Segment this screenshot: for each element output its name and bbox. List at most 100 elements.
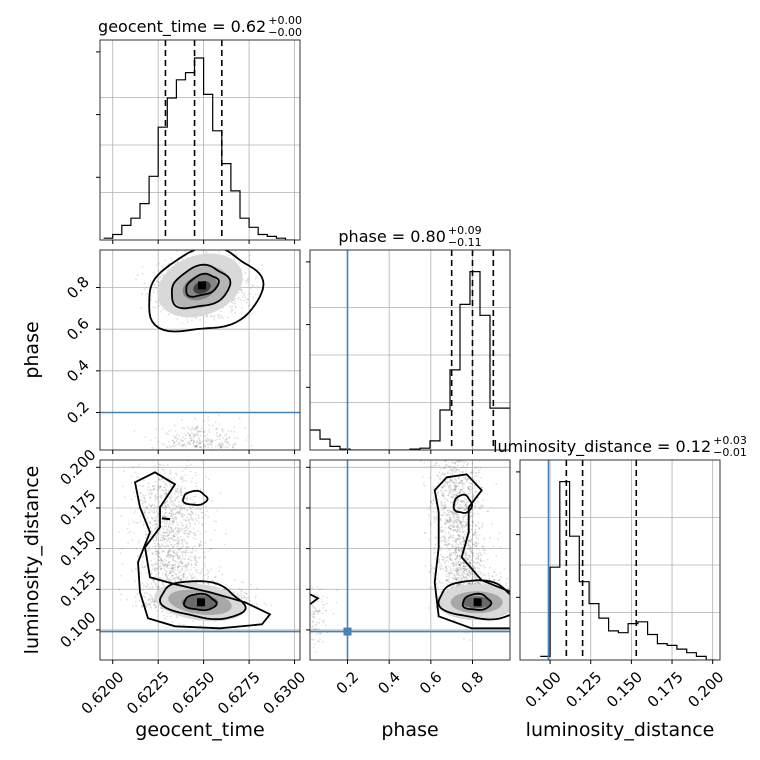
sample-point xyxy=(209,548,212,550)
sample-point xyxy=(160,567,163,570)
sample-point xyxy=(169,567,172,570)
sample-point xyxy=(150,594,153,597)
sample-point xyxy=(196,426,199,429)
sample-point xyxy=(154,527,157,530)
sample-point xyxy=(195,482,198,484)
sample-point xyxy=(187,536,190,538)
sample-point xyxy=(171,521,174,524)
sample-point xyxy=(194,427,197,429)
sample-point xyxy=(171,579,174,581)
sample-point xyxy=(184,468,187,470)
sample-point xyxy=(174,512,177,515)
sample-point xyxy=(193,440,196,443)
sample-point xyxy=(224,446,227,448)
sample-point xyxy=(161,506,164,509)
sample-point xyxy=(199,533,202,535)
sample-point xyxy=(249,599,251,602)
sample-point xyxy=(234,443,237,446)
sample-point xyxy=(236,437,239,440)
sample-point xyxy=(148,603,151,605)
sample-point xyxy=(232,444,235,446)
sample-point xyxy=(148,511,151,514)
sample-point xyxy=(189,470,192,473)
sample-point xyxy=(217,314,220,317)
sample-point xyxy=(161,265,164,268)
sample-point xyxy=(161,562,164,565)
sample-point xyxy=(156,496,158,498)
sample-point xyxy=(137,556,139,558)
sample-point xyxy=(195,508,197,510)
sample-point xyxy=(186,464,189,467)
sample-point xyxy=(218,438,221,441)
sample-point xyxy=(165,615,168,618)
sample-point xyxy=(159,545,162,547)
sample-point xyxy=(164,564,167,567)
sample-point xyxy=(218,435,221,438)
sample-point xyxy=(190,429,193,432)
sample-point xyxy=(174,455,176,457)
sample-point xyxy=(172,453,174,455)
sample-point xyxy=(195,446,198,448)
sample-point xyxy=(138,600,141,602)
sample-point xyxy=(237,298,240,301)
sample-point xyxy=(186,509,189,511)
sample-point xyxy=(166,446,169,449)
sample-point xyxy=(148,598,151,601)
sample-point xyxy=(121,563,124,565)
sample-point xyxy=(182,579,185,582)
sample-point xyxy=(155,553,157,556)
sample-point xyxy=(159,494,162,496)
sample-point xyxy=(147,603,150,606)
sample-point xyxy=(196,426,199,429)
sample-point xyxy=(181,257,184,260)
sample-point xyxy=(180,574,183,577)
sample-point xyxy=(217,436,219,438)
sample-point xyxy=(189,525,192,528)
sample-point xyxy=(216,431,218,434)
sample-point xyxy=(154,526,157,528)
sample-point xyxy=(225,438,228,441)
sample-point xyxy=(171,523,174,526)
sample-point xyxy=(172,546,175,549)
sample-point xyxy=(178,511,181,514)
sample-point xyxy=(191,498,194,501)
sample-point xyxy=(176,444,179,446)
histogram-phase xyxy=(310,250,510,450)
sample-point xyxy=(178,554,181,557)
sample-point xyxy=(159,533,161,536)
sample-point xyxy=(152,538,155,540)
sample-point xyxy=(231,305,234,308)
sample-point xyxy=(194,445,197,448)
histogram-bar xyxy=(550,567,560,660)
sample-point xyxy=(157,585,160,588)
sample-point xyxy=(153,599,156,601)
sample-point xyxy=(238,587,241,590)
sample-point xyxy=(154,562,157,565)
sample-point xyxy=(209,443,212,446)
panel-frame xyxy=(99,249,301,451)
sample-point xyxy=(145,582,148,584)
sample-point xyxy=(270,604,273,607)
sample-point xyxy=(157,543,160,545)
sample-point xyxy=(119,599,122,601)
sample-point xyxy=(206,437,209,440)
sample-point xyxy=(154,487,157,490)
sample-point xyxy=(185,532,188,535)
sample-point xyxy=(162,515,165,518)
sample-point xyxy=(159,495,162,498)
sample-point xyxy=(173,535,175,538)
histogram-bar xyxy=(167,98,176,240)
sample-point xyxy=(189,513,192,516)
sample-point xyxy=(180,530,183,532)
sample-point xyxy=(177,547,180,550)
sample-point xyxy=(209,315,212,317)
sample-point xyxy=(207,583,210,586)
sample-point xyxy=(195,317,198,320)
sample-point xyxy=(217,445,219,447)
sample-point xyxy=(165,626,168,629)
sample-point xyxy=(155,287,157,289)
sample-point xyxy=(206,510,209,513)
sample-point xyxy=(145,293,148,295)
sample-point xyxy=(252,285,254,288)
sample-point xyxy=(164,508,167,511)
